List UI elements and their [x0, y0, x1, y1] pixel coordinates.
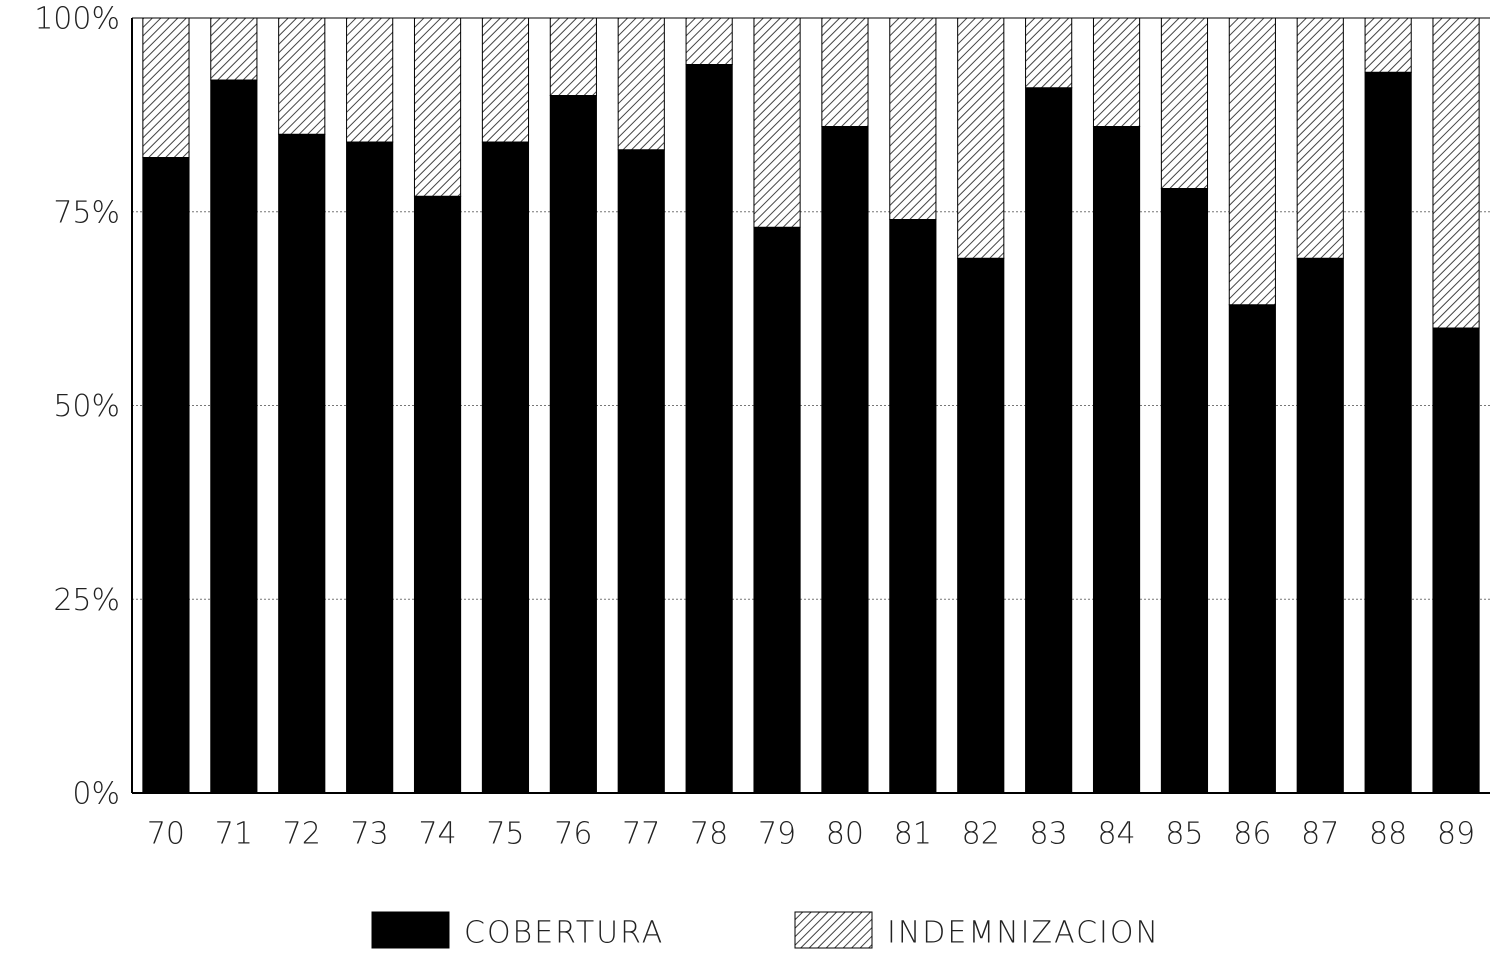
bar-segment [957, 257, 1005, 794]
x-tick-label: 81 [894, 817, 932, 852]
bar-segment [549, 95, 597, 794]
bar-segment [1092, 17, 1141, 127]
y-tick-label: 50% [53, 389, 120, 424]
x-tick-label: 88 [1369, 817, 1407, 852]
bar-segment [821, 17, 869, 127]
x-tick-label: 82 [962, 817, 1000, 852]
x-tick-label: 85 [1165, 817, 1203, 852]
x-tick-label: 75 [486, 817, 524, 852]
bar-segment [481, 141, 530, 794]
x-tick-label: 79 [758, 817, 796, 852]
y-tick-label: 75% [53, 195, 120, 230]
bar-segment [821, 126, 869, 794]
bar-segment [889, 17, 937, 220]
bar-segment [685, 64, 733, 794]
x-tick-label: 87 [1301, 817, 1339, 852]
x-tick-label: 77 [622, 817, 660, 852]
bar-segment [413, 195, 462, 794]
legend-swatch [371, 911, 450, 949]
bar-segment [617, 17, 665, 151]
bar-segment [685, 17, 733, 65]
bar-segment [1160, 188, 1209, 794]
bar-segment [481, 17, 530, 143]
bar-segment [1092, 126, 1141, 794]
x-tick-label: 84 [1097, 817, 1135, 852]
bar-segment [346, 17, 394, 143]
bar-segment [278, 17, 326, 135]
bar-segment [957, 17, 1005, 259]
bar-segment [1364, 71, 1412, 794]
bar-segment [1296, 17, 1344, 259]
x-tick-label: 80 [826, 817, 864, 852]
bar-segment [346, 141, 394, 794]
x-tick-label: 71 [215, 817, 253, 852]
legend-swatch [794, 911, 873, 949]
x-tick-label: 86 [1233, 817, 1271, 852]
bar-segment [1296, 257, 1344, 794]
y-tick-label: 25% [53, 583, 120, 618]
bar-segment [413, 17, 462, 197]
x-tick-label: 76 [554, 817, 592, 852]
legend-label: COBERTURA [464, 916, 664, 951]
bar-segment [1025, 17, 1073, 89]
bar-segment [753, 17, 801, 228]
bar-segment [142, 17, 190, 158]
bar-segment [1160, 17, 1209, 189]
bar-segment [1228, 17, 1276, 306]
bar-segment [617, 149, 665, 794]
legend-label: INDEMNIZACION [887, 916, 1160, 951]
bar-segment [210, 79, 258, 794]
bar-segment [278, 133, 326, 794]
bar-segment [753, 226, 801, 794]
bar-segment [210, 17, 258, 81]
x-tick-label: 74 [418, 817, 456, 852]
bar-segment [889, 219, 937, 794]
bar-segment [1025, 87, 1073, 794]
bar-segment [1432, 327, 1480, 794]
bar-segment [1364, 17, 1412, 73]
x-tick-label: 89 [1437, 817, 1475, 852]
y-tick-label: 100% [34, 2, 120, 37]
x-tick-label: 73 [351, 817, 389, 852]
x-tick-label: 78 [690, 817, 728, 852]
bar-segment [1432, 17, 1480, 329]
x-tick-label: 83 [1030, 817, 1068, 852]
bar-segment [1228, 304, 1276, 794]
bar-segment [142, 157, 190, 794]
bar-segment [549, 17, 597, 96]
y-tick-label: 0% [72, 777, 120, 812]
x-tick-label: 72 [283, 817, 321, 852]
x-tick-label: 70 [147, 817, 185, 852]
